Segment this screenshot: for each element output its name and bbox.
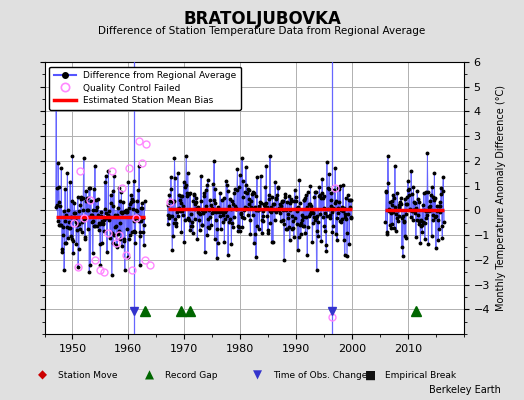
Text: ▲: ▲: [145, 368, 154, 382]
Text: Time of Obs. Change: Time of Obs. Change: [273, 370, 367, 380]
Text: Berkeley Earth: Berkeley Earth: [429, 385, 500, 395]
Text: ◆: ◆: [38, 368, 47, 382]
Text: Record Gap: Record Gap: [166, 370, 218, 380]
Legend: Difference from Regional Average, Quality Control Failed, Estimated Station Mean: Difference from Regional Average, Qualit…: [49, 66, 241, 110]
Text: Empirical Break: Empirical Break: [385, 370, 456, 380]
Text: Difference of Station Temperature Data from Regional Average: Difference of Station Temperature Data f…: [99, 26, 425, 36]
Text: ■: ■: [365, 368, 376, 382]
Text: BRATOLJUBOVKA: BRATOLJUBOVKA: [183, 10, 341, 28]
Y-axis label: Monthly Temperature Anomaly Difference (°C): Monthly Temperature Anomaly Difference (…: [496, 85, 506, 311]
Text: ▼: ▼: [253, 368, 262, 382]
Text: Station Move: Station Move: [58, 370, 117, 380]
